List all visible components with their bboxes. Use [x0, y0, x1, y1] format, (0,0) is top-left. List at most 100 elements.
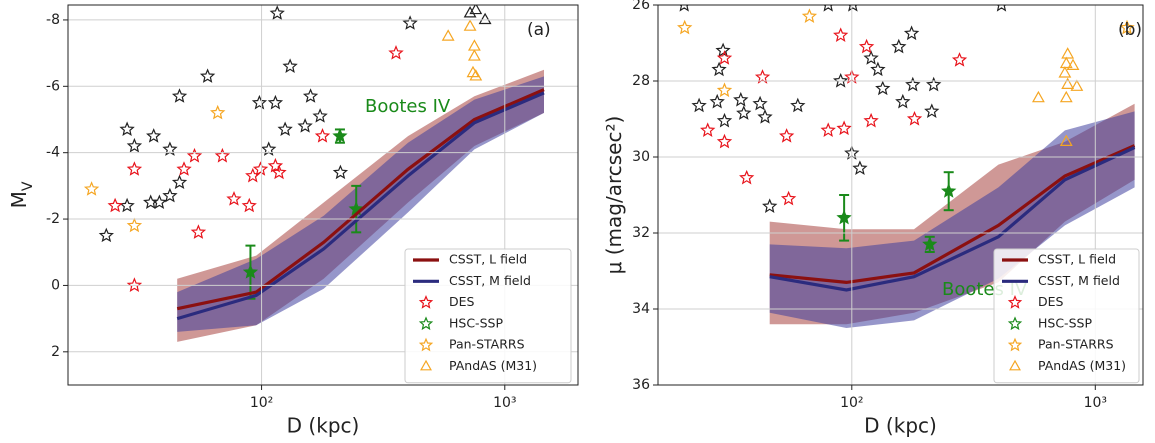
star-marker — [709, 93, 725, 109]
legend-swatch — [1007, 295, 1023, 309]
star-marker — [757, 109, 773, 124]
star-marker — [895, 93, 911, 109]
star-marker — [996, 5, 1007, 12]
star-marker — [780, 190, 797, 206]
annotation: Bootes IV — [365, 96, 451, 117]
star-marker — [733, 91, 749, 107]
legend-swatch — [418, 295, 434, 309]
star-marker — [98, 227, 114, 243]
star-marker — [903, 25, 920, 41]
triangle-marker — [1059, 90, 1073, 103]
legend-label: CSST, L field — [1038, 252, 1116, 267]
star-marker — [176, 161, 192, 176]
star-marker — [870, 61, 886, 77]
star-marker — [282, 58, 298, 73]
triangle-marker — [463, 19, 477, 31]
star-marker — [779, 128, 795, 143]
y-tick-label: 32 — [632, 225, 650, 241]
star-marker — [214, 147, 231, 163]
triangle-marker — [1059, 56, 1073, 69]
star-marker — [151, 194, 167, 209]
star-marker — [736, 105, 752, 120]
series-line — [769, 144, 1136, 285]
star-marker — [107, 197, 123, 213]
star-marker — [715, 42, 731, 58]
panel-label: (b) — [1118, 20, 1142, 40]
triangle-marker — [469, 69, 483, 81]
star-marker — [277, 121, 293, 136]
legend-label: Pan-STARRS — [449, 337, 525, 352]
triangle-marker — [466, 65, 480, 78]
triangle-marker — [1061, 77, 1075, 90]
y-tick-label: 36 — [632, 377, 650, 393]
triangle-marker — [1066, 58, 1080, 71]
star-marker — [126, 137, 143, 153]
star-marker — [388, 45, 404, 60]
star-marker — [267, 157, 284, 173]
legend-label: DES — [449, 294, 475, 309]
star-marker — [716, 50, 733, 65]
y-tick-label: 2 — [51, 344, 60, 360]
x-tick-label: 10³ — [493, 395, 516, 411]
star-marker — [739, 169, 755, 185]
star-marker — [119, 197, 135, 213]
star-marker — [302, 88, 319, 103]
x-axis-label: D (kpc) — [864, 414, 937, 438]
plot-area — [83, 5, 545, 342]
legend-swatch — [1009, 359, 1021, 371]
star-marker — [171, 174, 188, 190]
star-marker — [297, 118, 313, 133]
y-axis-label-part: M — [7, 191, 31, 208]
star-marker — [762, 198, 778, 213]
triangle-marker — [463, 6, 477, 18]
star-marker — [852, 160, 868, 176]
legend-box — [404, 248, 572, 384]
star-marker — [951, 52, 968, 67]
star-marker — [754, 69, 771, 84]
star-marker — [863, 50, 879, 65]
plot-area — [677, 5, 1136, 329]
star-marker — [210, 104, 226, 120]
series-line — [176, 91, 545, 321]
star-marker — [119, 121, 135, 136]
legend-label: CSST, L field — [449, 252, 527, 267]
axes-frame — [657, 4, 1144, 386]
legend-label: CSST, M field — [1038, 273, 1120, 288]
legend: CSST, L field CSST, M field DES HSC-SSP Pan-… — [404, 248, 572, 384]
y-tick-label: 34 — [632, 301, 650, 317]
triangle-marker — [1031, 90, 1045, 103]
y-tick-label: 0 — [51, 277, 60, 293]
y-tick-label: -8 — [46, 12, 60, 28]
star-marker — [126, 161, 143, 176]
triangle-marker — [467, 39, 481, 51]
star-marker — [83, 181, 100, 196]
star-marker — [922, 236, 938, 252]
y-tick-label: 26 — [632, 0, 650, 13]
star-marker — [716, 82, 733, 98]
star-marker — [267, 94, 284, 110]
star-marker — [677, 19, 693, 35]
triangle-marker — [1059, 134, 1073, 146]
star-marker — [926, 76, 942, 92]
star-marker — [833, 72, 849, 88]
star-marker — [752, 95, 768, 111]
star-marker — [312, 108, 328, 123]
star-marker — [126, 277, 143, 292]
star-marker — [1119, 19, 1135, 35]
star-marker — [924, 103, 940, 119]
legend-swatch — [418, 316, 434, 331]
triangle-marker — [478, 12, 492, 25]
star-marker — [252, 161, 269, 176]
star-marker — [875, 80, 891, 96]
star-marker — [126, 217, 143, 233]
star-marker — [171, 88, 188, 103]
series-line — [769, 146, 1136, 292]
y-tick-label: -6 — [46, 78, 60, 94]
legend-box — [993, 248, 1140, 384]
band — [769, 111, 1135, 329]
star-marker — [905, 76, 921, 92]
star-marker — [906, 110, 923, 126]
legend-swatch — [418, 337, 434, 352]
triangle-marker — [467, 49, 481, 61]
star-marker — [790, 97, 806, 113]
